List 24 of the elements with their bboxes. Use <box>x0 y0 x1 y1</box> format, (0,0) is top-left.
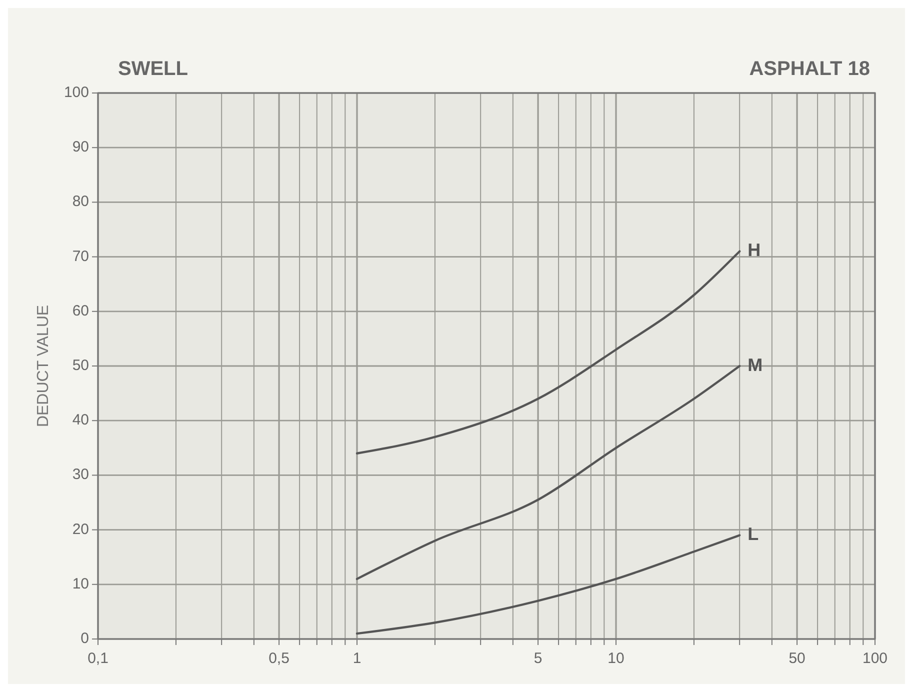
chart-subtitle: ASPHALT 18 <box>749 58 870 80</box>
y-tick-label: 40 <box>72 412 89 429</box>
series-label: H <box>748 240 761 260</box>
y-tick-label: 20 <box>72 520 89 538</box>
x-tick-label: 0,5 <box>268 650 290 667</box>
series-label: L <box>748 524 759 544</box>
x-tick-label: 10 <box>608 650 624 667</box>
y-tick-label: 0 <box>80 630 89 647</box>
series-label: M <box>748 354 763 375</box>
y-tick-label: 10 <box>72 575 89 592</box>
x-tick-label: 50 <box>788 650 806 667</box>
x-tick-label: 100 <box>862 650 888 667</box>
chart-title: SWELL <box>118 58 188 80</box>
x-tick-label: 0,1 <box>88 650 108 667</box>
x-tick-label: 1 <box>352 650 362 667</box>
y-tick-label: 30 <box>72 466 89 484</box>
y-tick-label: 50 <box>72 356 89 374</box>
y-tick-label: 90 <box>72 138 89 156</box>
y-tick-label: 70 <box>72 248 89 265</box>
x-tick-label: 5 <box>534 650 542 667</box>
y-tick-label: 100 <box>64 84 89 101</box>
y-tick-label: 60 <box>72 302 89 320</box>
y-axis-title: DEDUCT VALUE <box>35 304 52 428</box>
y-tick-label: 80 <box>72 193 89 210</box>
